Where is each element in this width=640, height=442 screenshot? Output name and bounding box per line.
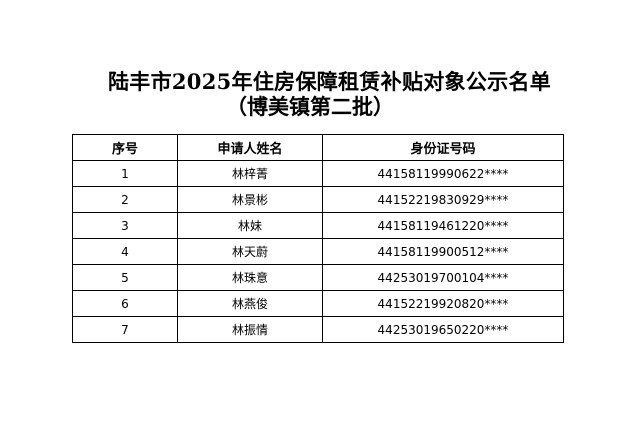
cell-id-number: 44253019700104**** [322,264,564,291]
table-row: 7 林振情 44253019650220**** [72,316,564,343]
cell-id-number: 44152219920820**** [322,290,564,317]
title-line-1: 陆丰市2025年住房保障租赁补贴对象公示名单 [108,69,552,94]
cell-id-number: 44158119900512**** [322,238,564,265]
cell-index: 5 [72,264,178,291]
table-row: 5 林珠意 44253019700104**** [72,264,564,291]
table-header-row: 序号 申请人姓名 身份证号码 [72,134,564,161]
cell-id-number: 44152219830929**** [322,186,564,213]
table-row: 1 林梓菁 44158119990622**** [72,160,564,187]
header-id-number: 身份证号码 [322,134,564,161]
table-row: 4 林天蔚 44158119900512**** [72,238,564,265]
cell-id-number: 44253019650220**** [322,316,564,343]
table-row: 6 林燕俊 44152219920820**** [72,290,564,317]
cell-index: 3 [72,212,178,239]
cell-id-number: 44158119461220**** [322,212,564,239]
cell-name: 林梓菁 [177,160,323,187]
cell-name: 林燕俊 [177,290,323,317]
cell-name: 林妹 [177,212,323,239]
cell-index: 4 [72,238,178,265]
table-row: 2 林景彬 44152219830929**** [72,186,564,213]
table-row: 3 林妹 44158119461220**** [72,212,564,239]
cell-name: 林景彬 [177,186,323,213]
cell-id-number: 44158119990622**** [322,160,564,187]
cell-name: 林天蔚 [177,238,323,265]
cell-name: 林振情 [177,316,323,343]
cell-index: 1 [72,160,178,187]
cell-name: 林珠意 [177,264,323,291]
cell-index: 6 [72,290,178,317]
header-index: 序号 [72,134,178,161]
header-name: 申请人姓名 [177,134,323,161]
title-line-2: （博美镇第二批） [226,94,394,119]
cell-index: 2 [72,186,178,213]
recipient-table: 序号 申请人姓名 身份证号码 1 林梓菁 44158119990622**** 2 林景… [72,134,564,343]
cell-index: 7 [72,316,178,343]
